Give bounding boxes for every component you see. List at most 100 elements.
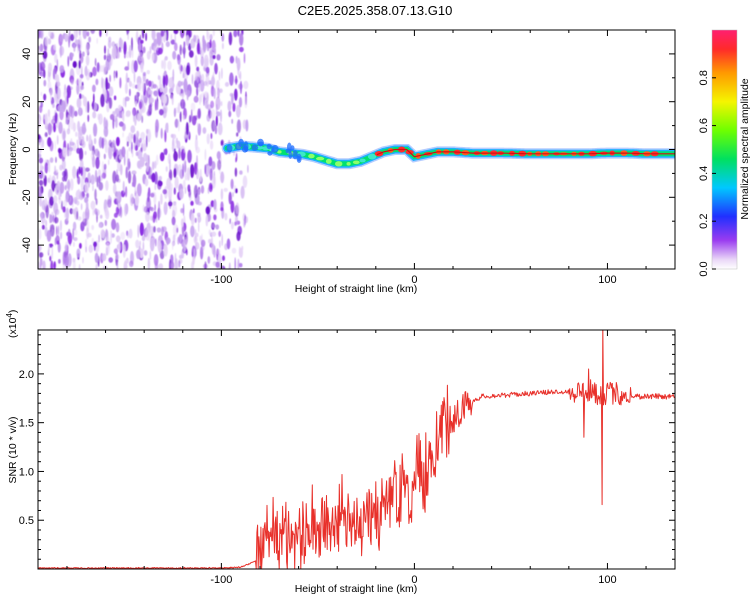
- track-blob: [288, 151, 293, 159]
- noise-speckle: [123, 41, 127, 56]
- spectrogram-panel: -100 0 100 -40 -20 0 20 40 Height of straight l…: [7, 29, 676, 295]
- noise-speckle: [222, 255, 225, 261]
- noise-speckle: [208, 238, 212, 244]
- snr-scale-label: (x104): [5, 310, 19, 338]
- noise-speckle: [179, 44, 182, 56]
- noise-speckle: [223, 187, 228, 192]
- noise-speckle: [194, 228, 197, 242]
- noise-speckle: [52, 68, 55, 80]
- noise-speckle: [118, 240, 121, 253]
- noise-speckle: [81, 190, 85, 198]
- noise-speckle: [195, 232, 199, 238]
- noise-speckle: [231, 247, 237, 254]
- noise-speckle: [174, 118, 179, 128]
- noise-speckle: [131, 148, 134, 158]
- noise-speckle: [235, 188, 238, 194]
- colorbar-tick-label: 0.4: [698, 166, 710, 181]
- colorbar-gradient: [712, 30, 737, 269]
- noise-speckle: [133, 134, 136, 144]
- noise-speckle: [163, 244, 168, 257]
- noise-speckle: [208, 214, 212, 222]
- noise-speckle: [79, 159, 84, 171]
- noise-speckle: [204, 164, 207, 175]
- noise-speckle: [81, 123, 87, 135]
- noise-speckle: [55, 74, 60, 87]
- noise-speckle: [40, 61, 46, 72]
- track-peak: [359, 158, 366, 163]
- noise-speckle: [147, 108, 150, 116]
- noise-speckle: [141, 235, 146, 242]
- noise-speckle: [115, 235, 121, 243]
- noise-speckle: [138, 39, 142, 54]
- noise-speckle: [125, 51, 130, 59]
- noise-speckle: [142, 139, 147, 149]
- snr-ytick-label: 0.5: [19, 515, 34, 527]
- noise-speckle: [108, 86, 114, 97]
- snr-x-label: Height of straight line (km): [295, 583, 418, 595]
- noise-speckle: [80, 203, 83, 211]
- noise-speckle: [115, 253, 120, 260]
- noise-speckle: [162, 75, 166, 89]
- noise-speckle: [152, 84, 157, 89]
- noise-speckle: [95, 263, 98, 269]
- noise-speckle: [170, 94, 174, 99]
- noise-speckle: [236, 119, 241, 134]
- noise-speckle: [165, 166, 168, 172]
- noise-speckle: [216, 111, 221, 117]
- noise-speckle: [156, 240, 161, 250]
- noise-speckle: [137, 51, 143, 61]
- noise-speckle: [50, 97, 55, 106]
- noise-speckle: [137, 82, 142, 92]
- snr-ticks: -100 0 100 0.5 1.0 1.5 2.0: [19, 330, 675, 586]
- noise-speckle: [47, 62, 53, 73]
- noise-speckle: [180, 30, 185, 39]
- noise-speckle: [207, 256, 211, 264]
- noise-speckle: [53, 44, 57, 51]
- noise-speckle: [72, 61, 78, 68]
- noise-speckle: [187, 184, 191, 193]
- noise-speckle: [66, 128, 71, 135]
- noise-speckle: [218, 70, 221, 81]
- noise-speckle: [95, 198, 98, 206]
- noise-speckle: [180, 218, 184, 228]
- noise-speckle: [237, 30, 240, 37]
- track-blob: [267, 151, 273, 156]
- noise-speckle: [168, 186, 172, 201]
- noise-speckle: [66, 180, 71, 190]
- noise-speckle: [203, 81, 208, 86]
- noise-speckle: [103, 54, 107, 61]
- colorbar-ticks: 0.0 0.2 0.4 0.6 0.8: [698, 70, 716, 277]
- noise-speckle: [215, 261, 220, 268]
- noise-speckle: [150, 215, 154, 221]
- spectrogram-xtick-label: 0: [411, 274, 417, 286]
- colorbar-tick-label: 0.0: [698, 261, 710, 276]
- noise-speckle: [203, 54, 209, 68]
- noise-speckle: [99, 214, 103, 219]
- noise-speckle: [91, 224, 95, 231]
- noise-speckle: [148, 80, 152, 87]
- noise-speckle: [173, 151, 178, 162]
- noise-speckle: [180, 208, 184, 214]
- noise-speckle: [227, 100, 232, 112]
- colorbar-label: Normalized spectral amplitude: [739, 78, 750, 219]
- noise-speckle: [87, 114, 90, 123]
- noise-speckle: [93, 243, 96, 252]
- noise-speckle: [105, 30, 108, 37]
- noise-speckle: [85, 43, 90, 54]
- noise-speckle: [126, 149, 129, 163]
- track-blob: [257, 141, 264, 147]
- noise-speckle: [193, 95, 199, 103]
- noise-speckle: [99, 30, 102, 38]
- noise-speckle: [135, 145, 138, 151]
- noise-speckle: [159, 84, 164, 93]
- colorbar: 0.0 0.2 0.4 0.6 0.8 Normalized spectral ampl…: [698, 29, 750, 277]
- noise-speckle: [200, 239, 206, 247]
- noise-speckle: [139, 240, 141, 247]
- noise-speckle: [65, 207, 69, 221]
- noise-speckle: [73, 241, 75, 247]
- noise-speckle: [210, 108, 216, 120]
- noise-speckle: [38, 228, 42, 240]
- noise-speckle: [96, 176, 99, 188]
- noise-speckle: [120, 231, 126, 241]
- noise-speckle: [105, 229, 109, 242]
